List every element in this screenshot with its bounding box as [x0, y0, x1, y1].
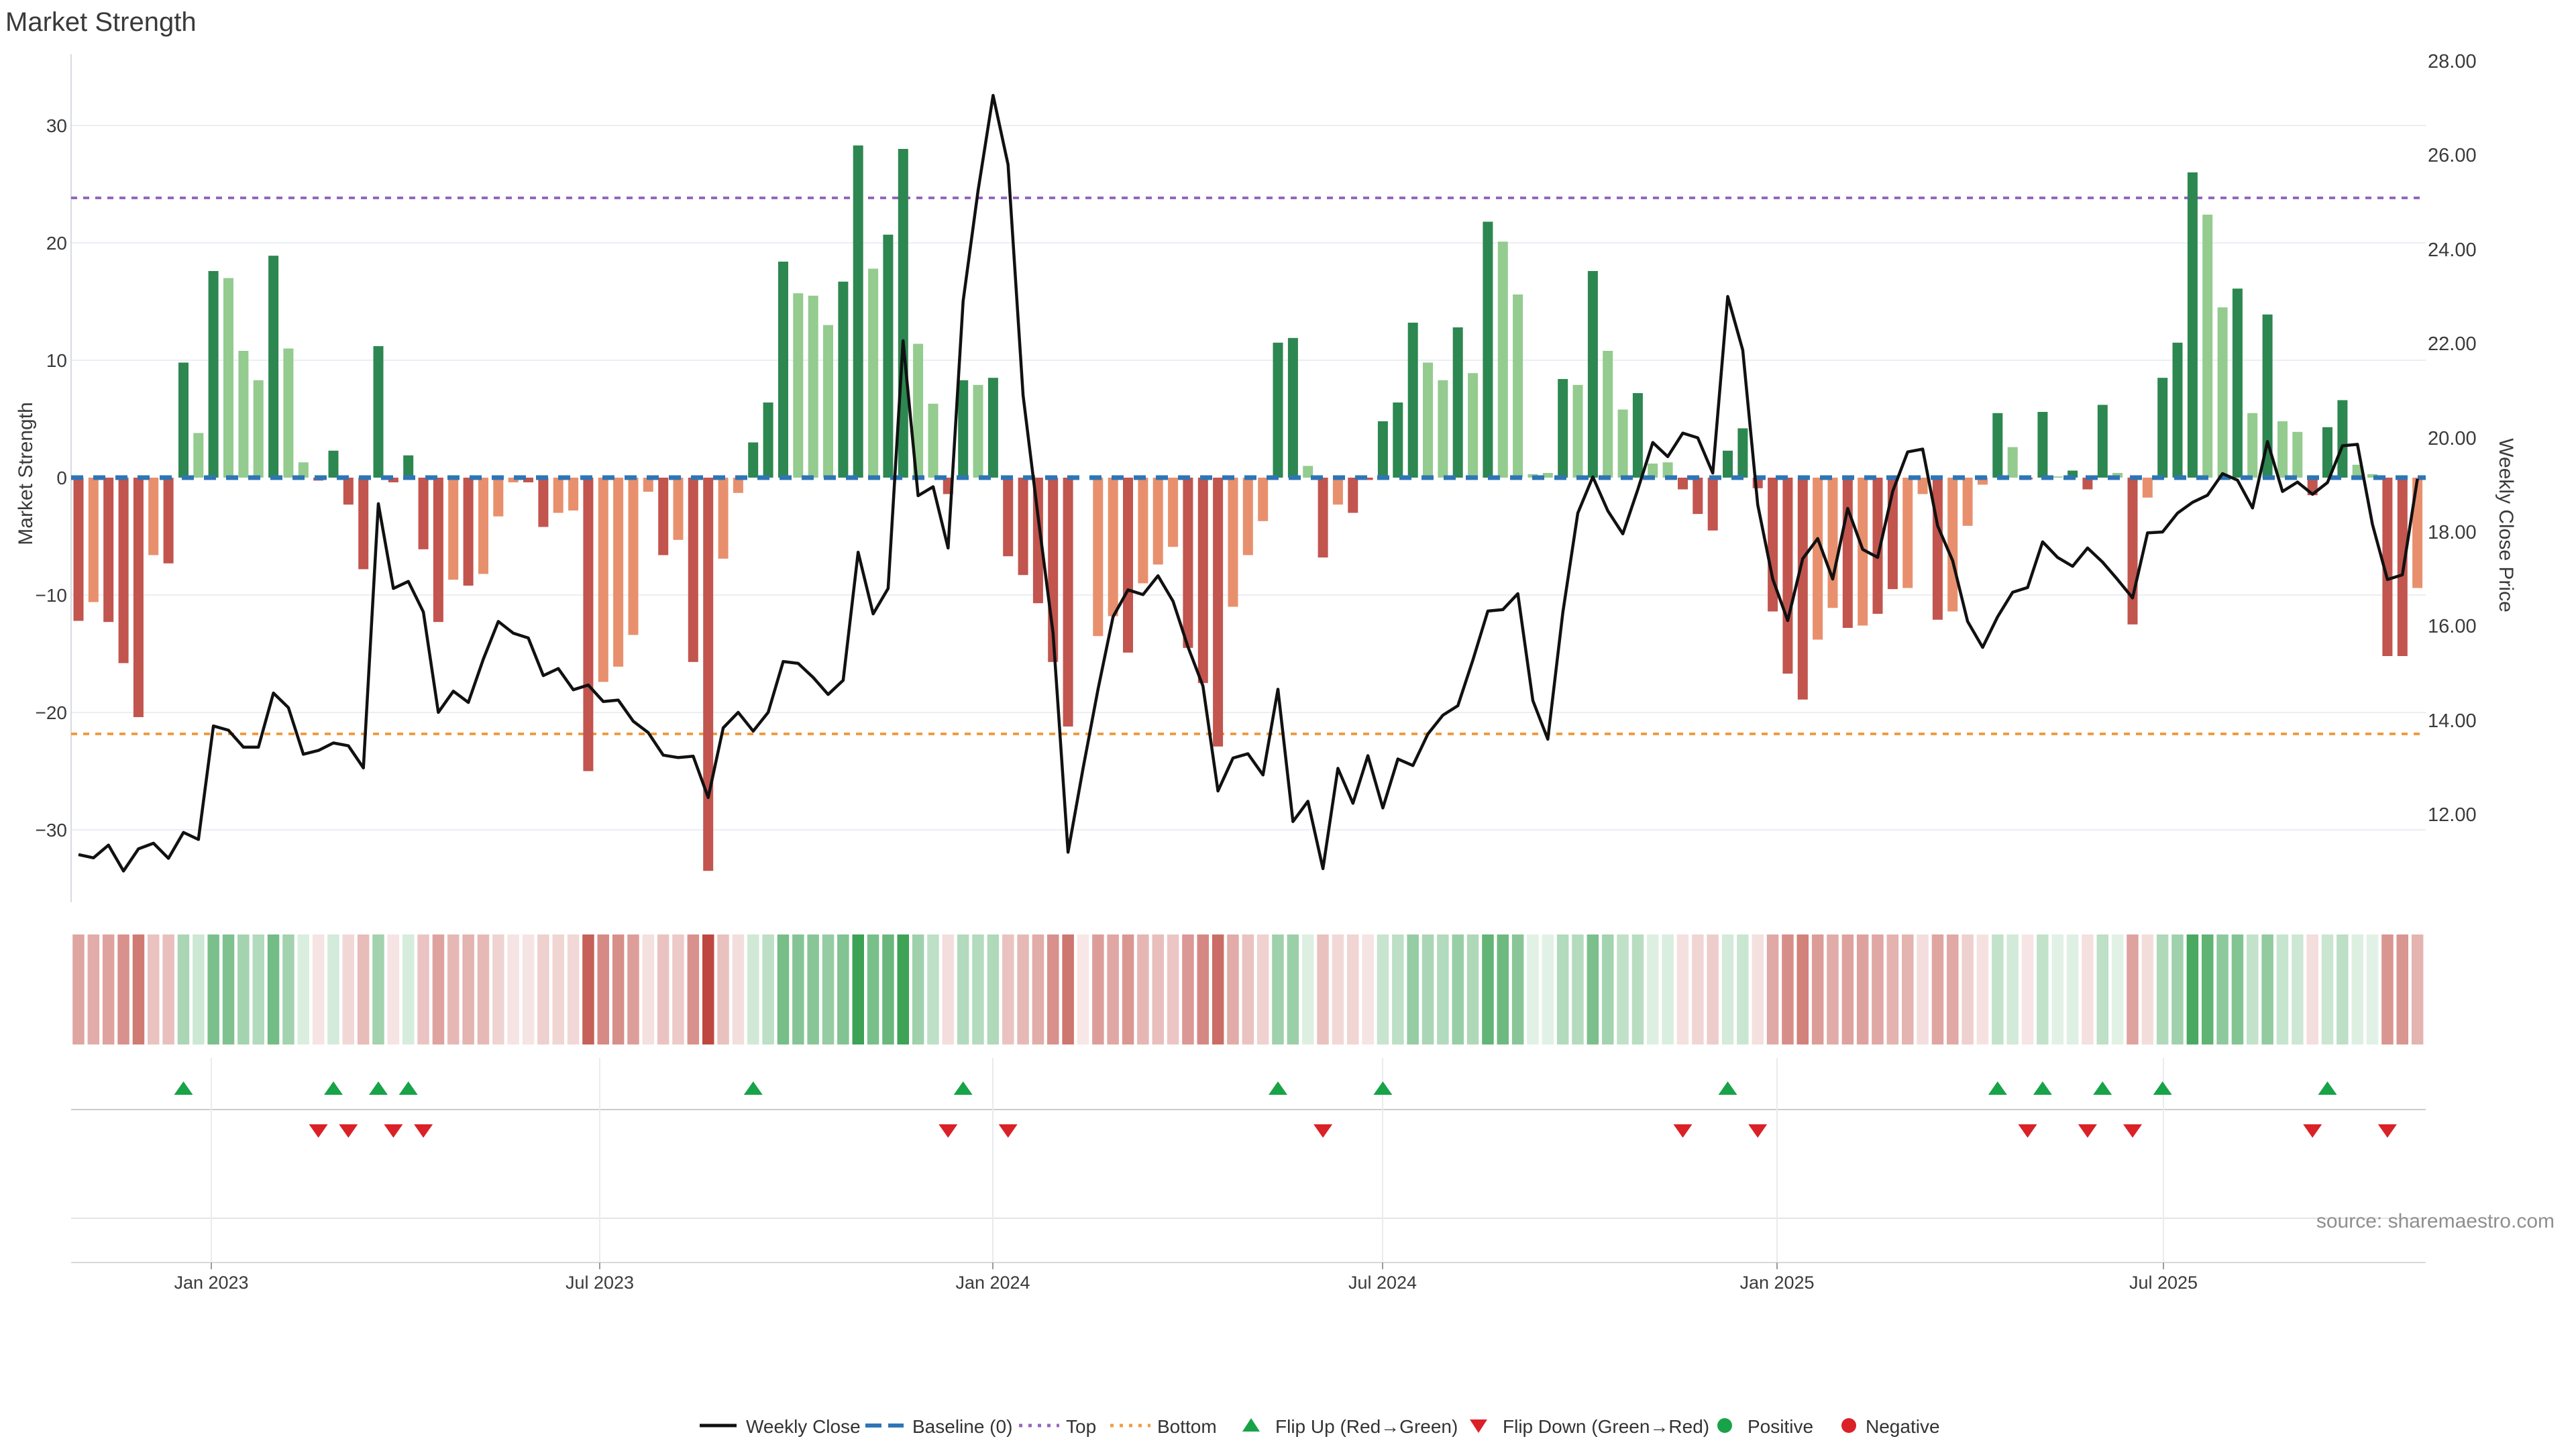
svg-text:Weekly Close Price: Weekly Close Price [2495, 438, 2517, 612]
svg-text:Bottom: Bottom [1157, 1416, 1217, 1437]
svg-text:12.00: 12.00 [2428, 804, 2477, 826]
svg-text:Top: Top [1066, 1416, 1096, 1437]
svg-text:Market Strength: Market Strength [15, 402, 37, 545]
svg-text:Jul 2023: Jul 2023 [566, 1273, 634, 1293]
svg-text:Jul 2024: Jul 2024 [1348, 1273, 1417, 1293]
svg-text:22.00: 22.00 [2428, 333, 2477, 355]
svg-text:Jan 2025: Jan 2025 [1739, 1273, 1814, 1293]
svg-text:30: 30 [46, 115, 67, 136]
svg-text:Flip Up (Red→Green): Flip Up (Red→Green) [1275, 1416, 1458, 1437]
svg-text:Negative: Negative [1866, 1416, 1940, 1437]
svg-text:Market Strength: Market Strength [5, 7, 197, 37]
svg-text:26.00: 26.00 [2428, 145, 2477, 166]
svg-text:16.00: 16.00 [2428, 616, 2477, 637]
svg-text:source: sharemaestro.com: source: sharemaestro.com [2316, 1210, 2555, 1232]
svg-text:Jul 2025: Jul 2025 [2129, 1273, 2198, 1293]
svg-text:−30: −30 [36, 820, 68, 841]
svg-text:24.00: 24.00 [2428, 239, 2477, 261]
svg-text:Flip Down (Green→Red): Flip Down (Green→Red) [1503, 1416, 1709, 1437]
svg-text:0: 0 [56, 468, 67, 488]
svg-text:Positive: Positive [1748, 1416, 1813, 1437]
svg-text:28.00: 28.00 [2428, 51, 2477, 72]
svg-text:20: 20 [46, 233, 67, 254]
svg-text:20.00: 20.00 [2428, 428, 2477, 449]
svg-text:14.00: 14.00 [2428, 710, 2477, 732]
svg-text:Jan 2024: Jan 2024 [955, 1273, 1030, 1293]
svg-text:Baseline (0): Baseline (0) [912, 1416, 1012, 1437]
svg-text:−20: −20 [36, 702, 68, 723]
svg-text:10: 10 [46, 350, 67, 371]
svg-text:Weekly Close: Weekly Close [746, 1416, 861, 1437]
svg-text:Jan 2023: Jan 2023 [174, 1273, 248, 1293]
svg-text:18.00: 18.00 [2428, 522, 2477, 543]
svg-text:−10: −10 [36, 585, 68, 606]
